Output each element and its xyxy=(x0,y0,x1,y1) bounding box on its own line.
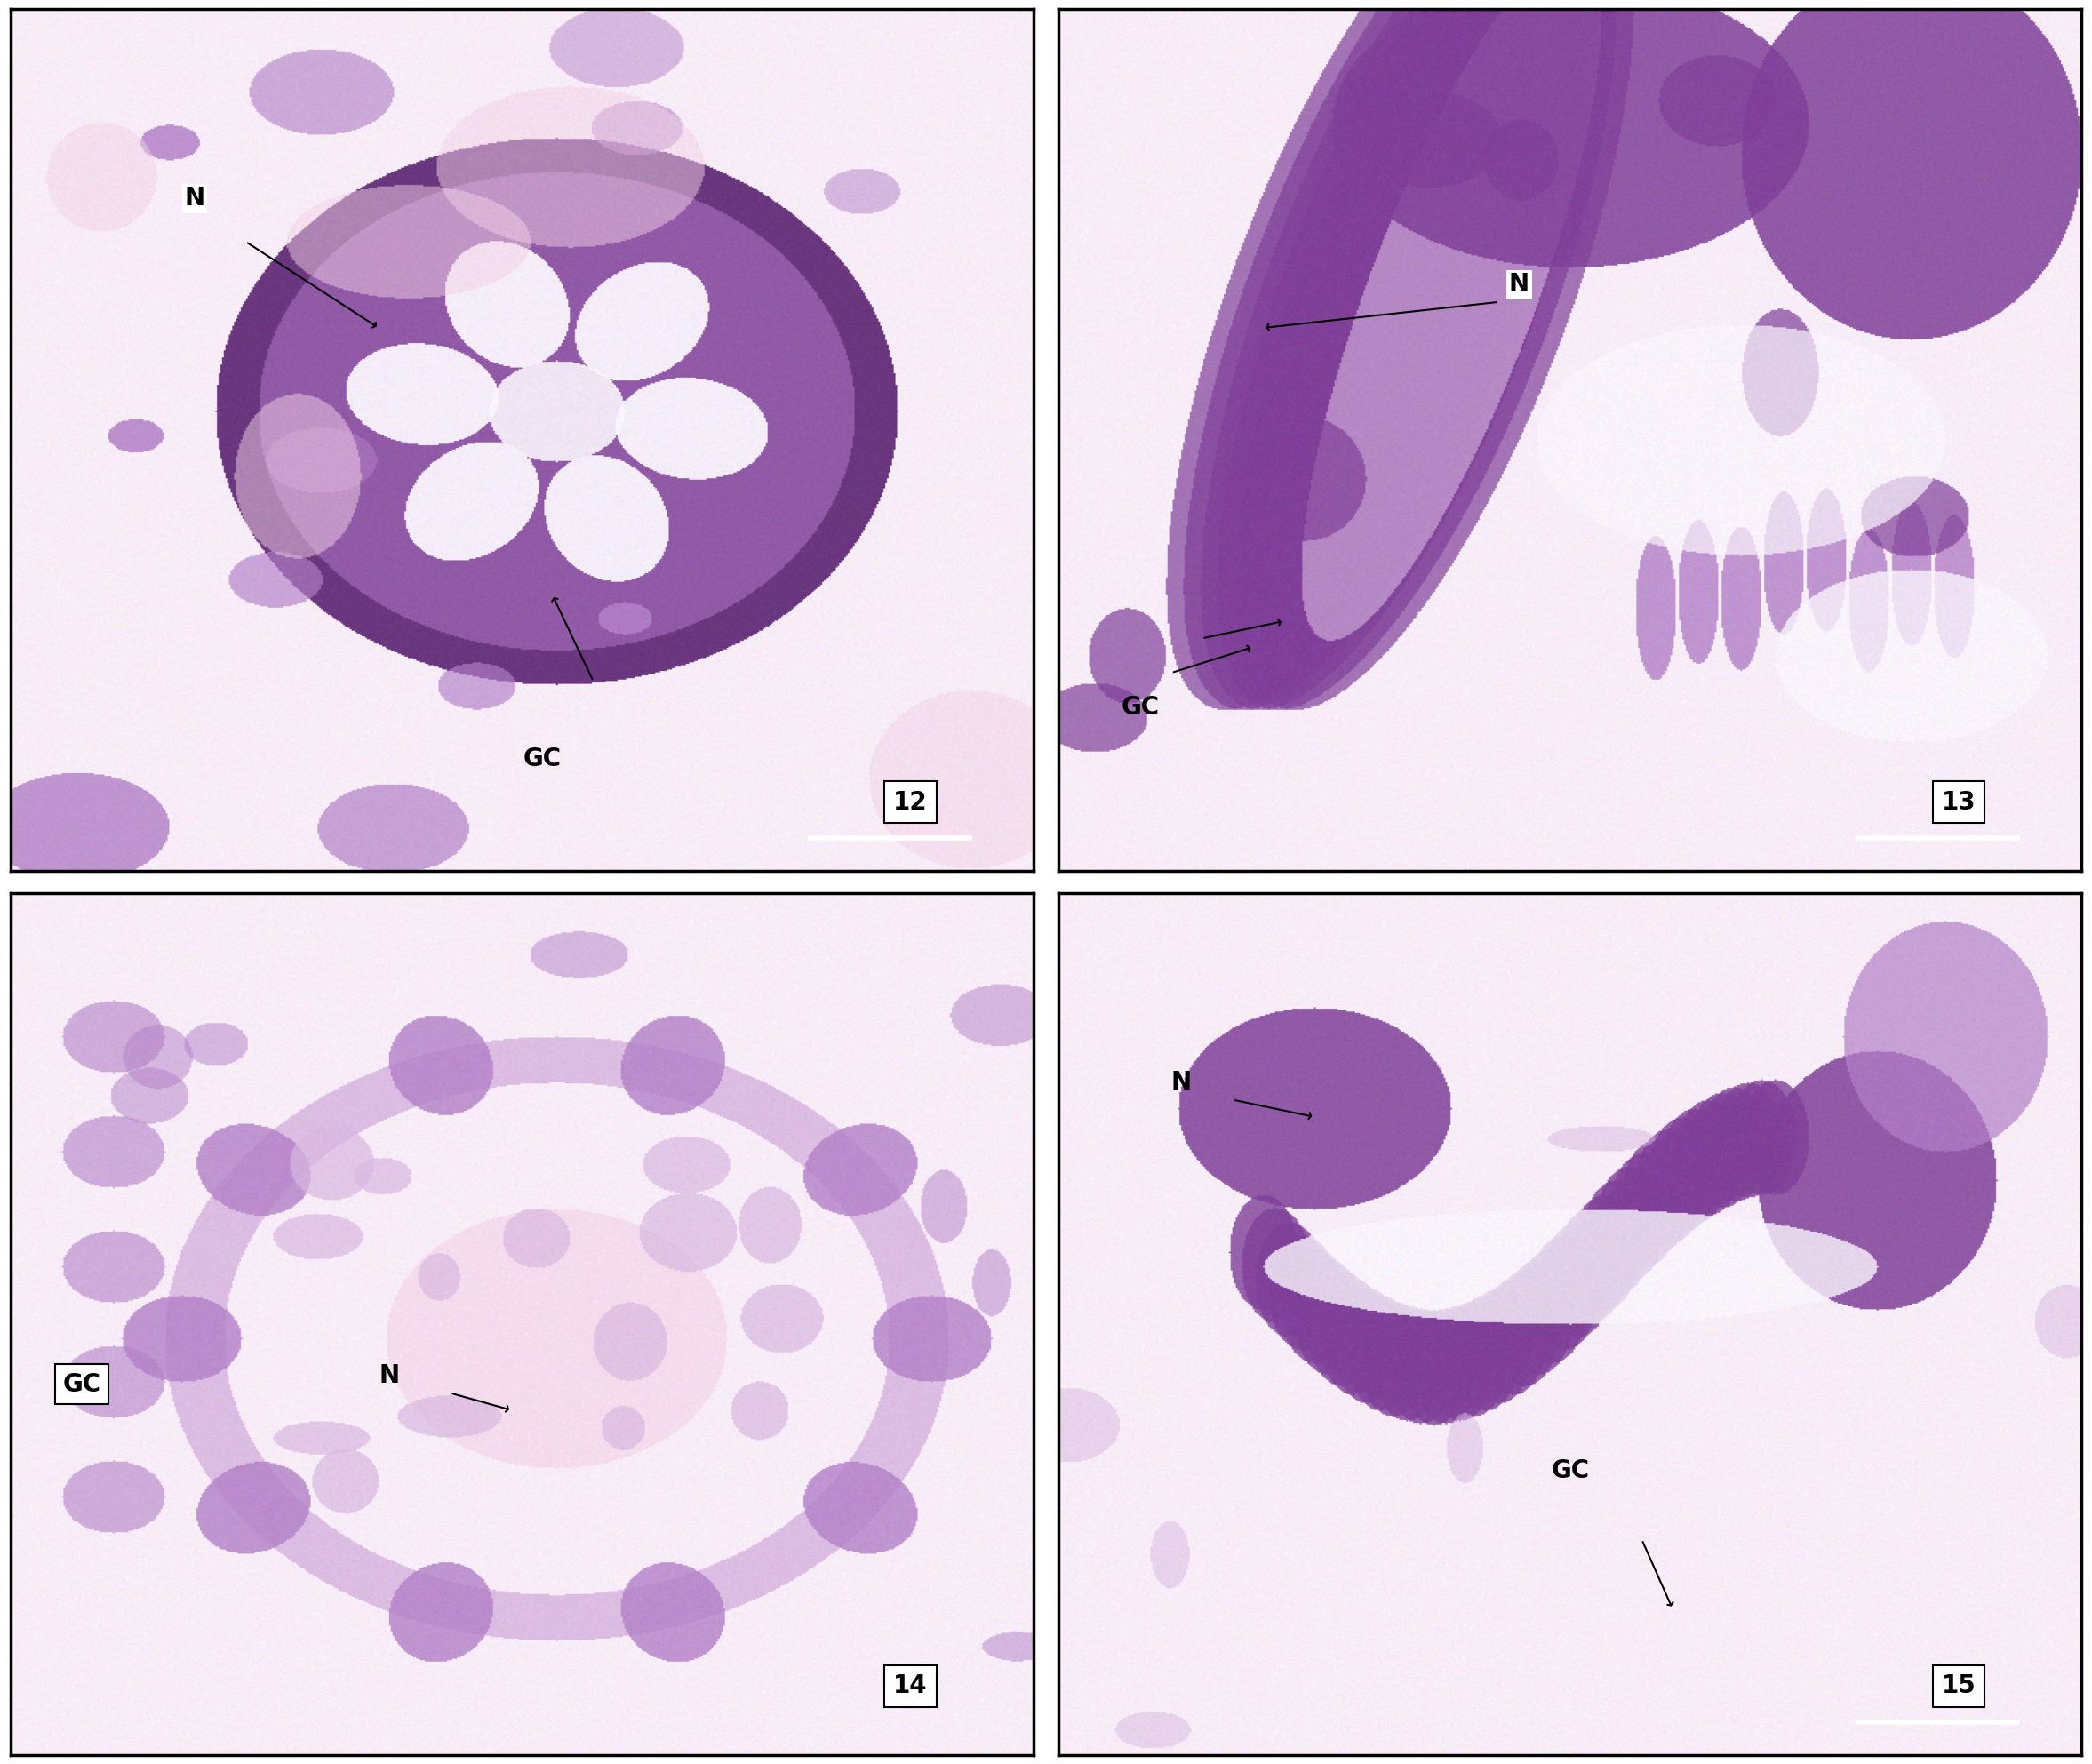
Text: GC: GC xyxy=(63,1372,100,1397)
Text: N: N xyxy=(379,1364,400,1388)
Text: GC: GC xyxy=(1550,1459,1590,1484)
Text: 15: 15 xyxy=(1941,1674,1977,1699)
Text: 12: 12 xyxy=(893,790,927,815)
Text: N: N xyxy=(184,187,205,212)
Text: 14: 14 xyxy=(893,1674,927,1699)
Text: GC: GC xyxy=(1121,695,1159,720)
Text: 13: 13 xyxy=(1941,790,1977,815)
Text: N: N xyxy=(1172,1071,1192,1095)
Text: GC: GC xyxy=(523,746,561,771)
Text: N: N xyxy=(1508,272,1529,296)
